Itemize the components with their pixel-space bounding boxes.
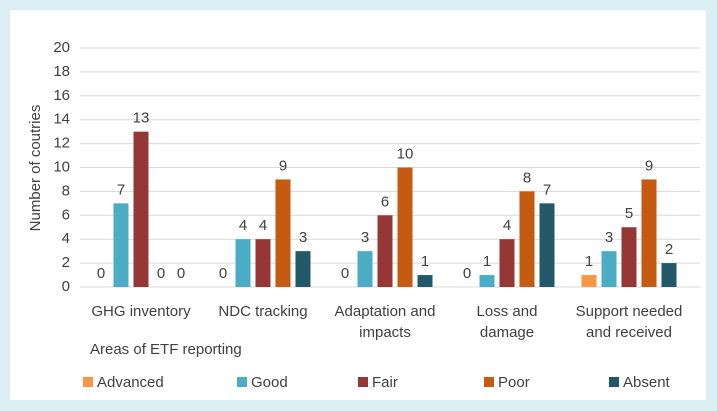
value-label: 1 — [483, 253, 491, 270]
legend-swatch — [484, 377, 494, 387]
bar — [377, 215, 393, 287]
y-tick-label: 20 — [53, 39, 70, 56]
value-label: 0 — [177, 265, 185, 282]
value-label: 10 — [397, 145, 414, 162]
legend-label: Absent — [623, 374, 671, 391]
x-axis-title: Areas of ETF reporting — [90, 341, 242, 358]
value-label: 13 — [133, 110, 150, 127]
bar — [133, 131, 149, 287]
value-label: 1 — [421, 253, 429, 270]
bar — [235, 239, 251, 287]
value-label: 4 — [239, 217, 247, 234]
x-tick-label: Support needed and received — [575, 303, 683, 341]
value-label: 4 — [259, 217, 267, 234]
legend-label: Advanced — [97, 374, 164, 391]
y-tick-label: 4 — [62, 230, 70, 247]
value-label: 7 — [543, 181, 551, 198]
bar — [601, 251, 617, 287]
bar — [357, 251, 373, 287]
value-label: 9 — [645, 157, 653, 174]
y-tick-label: 18 — [53, 63, 70, 80]
bar — [539, 203, 555, 287]
value-label: 9 — [279, 157, 287, 174]
value-label: 3 — [299, 229, 307, 246]
value-label: 0 — [463, 265, 471, 282]
bar — [641, 179, 657, 287]
bar — [417, 275, 433, 287]
value-label: 1 — [585, 253, 593, 270]
y-tick-label: 16 — [53, 87, 70, 104]
value-label: 5 — [625, 205, 633, 222]
value-label: 3 — [605, 229, 613, 246]
value-label: 2 — [665, 241, 673, 258]
value-label: 4 — [503, 217, 511, 234]
bar — [519, 191, 535, 287]
y-tick-label: 12 — [53, 135, 70, 152]
legend-swatch — [237, 377, 247, 387]
x-tick-label: Adaptation and impacts — [334, 303, 436, 341]
legend-label: Poor — [498, 374, 530, 391]
value-label: 0 — [157, 265, 165, 282]
value-label: 0 — [219, 265, 227, 282]
value-label: 0 — [341, 265, 349, 282]
x-tick-label: Loss and damage — [476, 303, 538, 341]
legend-label: Good — [251, 374, 288, 391]
bar — [499, 239, 515, 287]
legend-swatch — [83, 377, 93, 387]
bar — [113, 203, 129, 287]
bar — [479, 275, 495, 287]
y-tick-label: 0 — [62, 278, 70, 295]
value-label: 6 — [381, 193, 389, 210]
y-tick-label: 10 — [53, 158, 70, 175]
y-axis-title: Number of coutries — [27, 105, 44, 232]
y-tick-label: 8 — [62, 182, 70, 199]
y-tick-label: 14 — [53, 111, 70, 128]
x-tick-label: GHG inventory — [91, 303, 191, 320]
bar — [621, 227, 637, 287]
bar — [581, 275, 597, 287]
y-tick-label: 2 — [62, 254, 70, 271]
x-tick-label: NDC tracking — [218, 303, 308, 320]
bar — [661, 263, 677, 287]
value-label: 0 — [97, 265, 105, 282]
bar — [255, 239, 271, 287]
y-tick-label: 6 — [62, 206, 70, 223]
value-label: 7 — [117, 181, 125, 198]
bar — [295, 251, 311, 287]
value-label: 3 — [361, 229, 369, 246]
bar — [397, 167, 413, 287]
legend-swatch — [609, 377, 619, 387]
legend-label: Fair — [372, 374, 398, 391]
value-label: 8 — [523, 169, 531, 186]
bar — [275, 179, 291, 287]
legend-swatch — [358, 377, 368, 387]
